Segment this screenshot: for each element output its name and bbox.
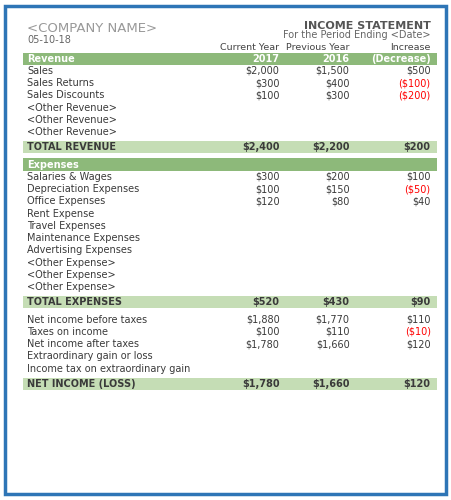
Text: $2,400: $2,400: [242, 142, 280, 152]
Text: <Other Revenue>: <Other Revenue>: [27, 115, 117, 125]
Text: $2,200: $2,200: [312, 142, 350, 152]
Text: $300: $300: [255, 78, 280, 88]
Text: ($200): ($200): [398, 90, 431, 101]
Text: Travel Expenses: Travel Expenses: [27, 221, 106, 231]
Text: Increase: Increase: [390, 44, 431, 52]
Text: Income tax on extraordinary gain: Income tax on extraordinary gain: [27, 364, 190, 374]
Text: INCOME STATEMENT: INCOME STATEMENT: [304, 21, 431, 31]
Text: ($10): ($10): [405, 327, 431, 337]
Text: $40: $40: [412, 196, 431, 206]
Text: $1,660: $1,660: [316, 339, 350, 349]
Text: $400: $400: [325, 78, 350, 88]
Text: Sales Returns: Sales Returns: [27, 78, 94, 88]
Text: $200: $200: [404, 142, 431, 152]
Text: $1,780: $1,780: [242, 379, 280, 389]
Text: <Other Expense>: <Other Expense>: [27, 270, 116, 280]
Text: NET INCOME (LOSS): NET INCOME (LOSS): [27, 379, 136, 389]
Text: Net income after taxes: Net income after taxes: [27, 339, 139, 349]
Text: $100: $100: [406, 172, 431, 182]
Text: $90: $90: [410, 298, 431, 308]
Text: Rent Expense: Rent Expense: [27, 208, 94, 218]
Text: $80: $80: [331, 196, 350, 206]
Text: Previous Year: Previous Year: [286, 44, 350, 52]
Text: (Decrease): (Decrease): [371, 54, 431, 64]
Text: $430: $430: [322, 298, 350, 308]
Text: <Other Expense>: <Other Expense>: [27, 282, 116, 292]
Text: For the Period Ending <Date>: For the Period Ending <Date>: [283, 30, 431, 40]
Text: <COMPANY NAME>: <COMPANY NAME>: [27, 22, 157, 36]
Text: Salaries & Wages: Salaries & Wages: [27, 172, 112, 182]
Text: <Other Revenue>: <Other Revenue>: [27, 127, 117, 137]
Text: Maintenance Expenses: Maintenance Expenses: [27, 233, 140, 243]
Text: $520: $520: [253, 298, 280, 308]
Text: $100: $100: [255, 90, 280, 101]
Text: Advertising Expenses: Advertising Expenses: [27, 246, 132, 256]
Text: TOTAL REVENUE: TOTAL REVENUE: [27, 142, 116, 152]
Text: ($100): ($100): [399, 78, 431, 88]
Text: 2017: 2017: [253, 54, 280, 64]
Text: $120: $120: [255, 196, 280, 206]
Text: Net income before taxes: Net income before taxes: [27, 314, 147, 324]
Text: Sales: Sales: [27, 66, 53, 76]
Text: <Other Revenue>: <Other Revenue>: [27, 102, 117, 113]
Text: $150: $150: [325, 184, 350, 194]
Text: $1,500: $1,500: [316, 66, 350, 76]
Text: <Other Expense>: <Other Expense>: [27, 258, 116, 268]
Text: $300: $300: [255, 172, 280, 182]
Text: $500: $500: [406, 66, 431, 76]
Text: Sales Discounts: Sales Discounts: [27, 90, 105, 101]
Text: $100: $100: [255, 327, 280, 337]
Text: Office Expenses: Office Expenses: [27, 196, 106, 206]
Text: Current Year: Current Year: [221, 44, 280, 52]
Text: $110: $110: [406, 314, 431, 324]
Text: $120: $120: [406, 339, 431, 349]
Text: $1,660: $1,660: [312, 379, 350, 389]
Text: $120: $120: [404, 379, 431, 389]
Text: Expenses: Expenses: [27, 160, 79, 170]
Text: 05-10-18: 05-10-18: [27, 35, 71, 45]
Text: $200: $200: [325, 172, 350, 182]
Text: $2,000: $2,000: [246, 66, 280, 76]
Text: ($50): ($50): [405, 184, 431, 194]
Text: 2016: 2016: [322, 54, 350, 64]
Text: TOTAL EXPENSES: TOTAL EXPENSES: [27, 298, 122, 308]
Text: $1,780: $1,780: [246, 339, 280, 349]
Text: $300: $300: [325, 90, 350, 101]
Text: Depreciation Expenses: Depreciation Expenses: [27, 184, 139, 194]
Text: $100: $100: [255, 184, 280, 194]
Text: $110: $110: [325, 327, 350, 337]
Text: $1,770: $1,770: [316, 314, 350, 324]
Text: Revenue: Revenue: [27, 54, 75, 64]
Text: $1,880: $1,880: [246, 314, 280, 324]
Text: Extraordinary gain or loss: Extraordinary gain or loss: [27, 352, 153, 362]
Text: Taxes on income: Taxes on income: [27, 327, 108, 337]
